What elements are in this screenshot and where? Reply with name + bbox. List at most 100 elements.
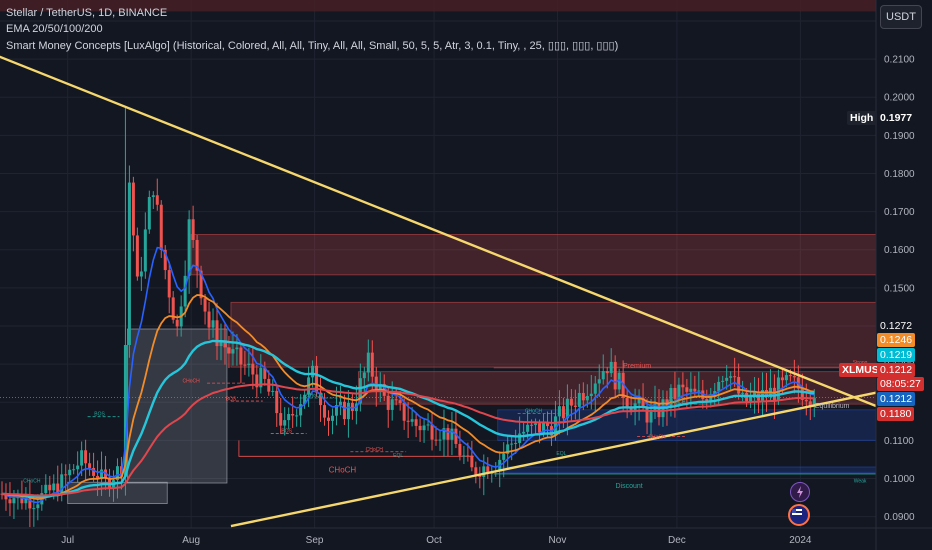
candle-body — [155, 195, 159, 205]
candle-body — [135, 235, 139, 277]
candle-body — [681, 384, 685, 388]
candle-body — [147, 196, 151, 230]
candle-body — [279, 413, 283, 426]
candle-body — [753, 391, 757, 397]
candle-body — [366, 352, 370, 373]
candle-body — [725, 377, 729, 381]
strong-high-tag: 0.1272 — [877, 319, 916, 333]
ema-legend[interactable]: EMA 20/50/100/200 — [6, 23, 103, 35]
candle-body — [585, 396, 589, 401]
candle-body — [88, 463, 92, 468]
candle-body — [733, 376, 737, 378]
candle-body — [593, 383, 597, 394]
candle-body — [426, 424, 430, 426]
candle-body — [143, 229, 147, 272]
zone-supply — [190, 234, 877, 276]
candle-body — [442, 428, 446, 440]
candle-body — [776, 377, 780, 401]
candle-body — [693, 388, 697, 392]
candle-body — [123, 345, 127, 477]
candle-body — [717, 381, 721, 392]
candle-body — [243, 364, 247, 366]
candle-body — [390, 399, 394, 410]
zone-supply — [230, 301, 877, 368]
candle-body — [649, 411, 653, 423]
candle-body — [430, 424, 434, 440]
candle-body — [629, 407, 633, 411]
candle-body — [784, 375, 788, 381]
candle-body — [334, 405, 338, 416]
flag-icon[interactable] — [788, 504, 810, 526]
candle-body — [24, 498, 28, 504]
candle-body — [239, 347, 243, 365]
candle-body — [223, 341, 227, 348]
x-tick-label: Aug — [182, 535, 200, 546]
candle-body — [609, 361, 613, 374]
y-tick-label: 0.0900 — [884, 512, 915, 523]
candle-body — [565, 398, 569, 419]
price-axis: 0.22000.21000.20000.19000.18000.17000.16… — [875, 0, 915, 550]
candle-body — [561, 406, 565, 419]
candle-body — [462, 455, 466, 457]
candle-body — [191, 219, 195, 241]
candle-body — [215, 320, 219, 347]
candle-body — [418, 425, 422, 431]
candle-body — [299, 404, 303, 416]
candle-body — [705, 399, 709, 402]
ema-100-line — [1, 339, 815, 499]
candle-body — [311, 365, 315, 378]
candle-body — [203, 298, 207, 312]
ema-50-line — [1, 294, 815, 501]
smc-label: BOS — [281, 429, 292, 435]
smc-label: CHoCH — [183, 378, 201, 384]
candle-body — [159, 204, 163, 250]
candle-body — [183, 275, 187, 307]
candle-body — [32, 508, 36, 510]
candle-body — [287, 414, 291, 421]
candle-body — [283, 420, 287, 426]
symbol-title[interactable]: Stellar / TetherUS, 1D, BINANCE — [6, 7, 168, 19]
candle-body — [68, 469, 72, 476]
candle-body — [741, 392, 745, 394]
candle-body — [378, 384, 382, 391]
currency-button[interactable]: USDT — [880, 5, 922, 29]
candle-body — [812, 397, 816, 407]
structure-lines — [0, 367, 876, 475]
ema50-price-tag: 0.1246 — [877, 333, 916, 347]
y-tick-label: 0.2100 — [884, 55, 915, 66]
candle-body — [48, 484, 52, 491]
smc-label: CHoCH — [329, 466, 357, 475]
candle-body — [749, 396, 753, 402]
smc-legend[interactable]: Smart Money Concepts [LuxAlgo] (Historic… — [6, 40, 619, 52]
candle-body — [127, 182, 131, 346]
candle-body — [315, 365, 319, 393]
candle-body — [589, 393, 593, 397]
candle-body — [255, 374, 259, 388]
candle-body — [342, 401, 346, 420]
candle-body — [808, 401, 812, 407]
x-tick-label: Nov — [549, 535, 567, 546]
candle-body — [482, 466, 486, 477]
trendline-1 — [0, 55, 877, 408]
x-tick-label: 2024 — [789, 535, 812, 546]
candle-body — [414, 419, 418, 426]
candle-body — [557, 406, 561, 417]
candle-body — [56, 483, 60, 494]
candle-body — [613, 361, 617, 390]
candle-body — [330, 415, 334, 421]
ema100-price-tag: 0.1219 — [877, 348, 916, 362]
candle-body — [96, 475, 100, 480]
candle-body — [701, 390, 705, 400]
candle-body — [788, 375, 792, 377]
lightning-icon[interactable] — [790, 482, 810, 502]
candle-body — [729, 376, 733, 378]
smc-zones — [0, 0, 877, 505]
last-price-tag: 0.1212 — [877, 363, 916, 377]
candle-body — [697, 390, 701, 392]
smc-label: Premium — [623, 363, 651, 370]
candle-body — [546, 422, 549, 427]
smc-label: Discount — [616, 483, 643, 490]
ema-200-line — [1, 383, 815, 497]
